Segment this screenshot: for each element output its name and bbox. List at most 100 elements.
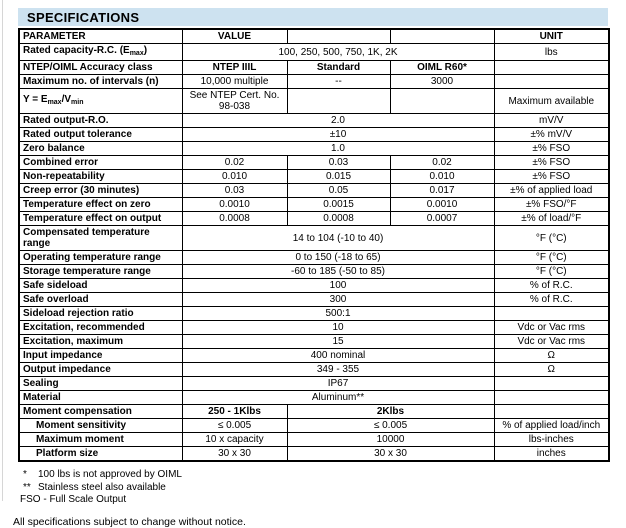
value-cell: 0.05 [286, 183, 391, 198]
unit-cell: inches [493, 446, 610, 462]
param-cell: Operating temperature range [18, 250, 183, 265]
unit-cell: Ω [493, 348, 610, 363]
column-header-empty-2 [389, 28, 495, 44]
param-cell: Sealing [18, 376, 183, 391]
param-cell: Creep error (30 minutes) [18, 183, 183, 198]
table-row: Input impedance 400 nominal Ω [18, 348, 610, 363]
spec-sheet-page: SPECIFICATIONS PARAMETER VALUE UNIT Rate… [13, 8, 610, 528]
param-cell: NTEP/OIML Accuracy class [18, 60, 183, 75]
param-cell: Moment compensation [18, 404, 183, 419]
param-cell: Compensated temperature range [18, 225, 183, 251]
value-cell: 3000 [389, 74, 495, 89]
unit-cell: ±% of load/°F [493, 211, 610, 226]
param-cell: Material [18, 390, 183, 405]
footnote-oiml: * 100 lbs is not approved by OIML [23, 469, 608, 482]
table-row: Y = Emax/Vmin See NTEP Cert. No. 98-038 Ma… [18, 88, 610, 114]
value-cell: 30 x 30 [286, 446, 495, 462]
table-row: Output impedance 349 - 355 Ω [18, 362, 610, 377]
value-cell: See NTEP Cert. No. 98-038 [181, 88, 288, 114]
unit-cell: °F (°C) [493, 264, 610, 279]
table-row: Operating temperature range 0 to 150 (-18… [18, 250, 610, 265]
param-cell: Non-repeatability [18, 169, 183, 184]
value-cell: 0.02 [181, 155, 288, 170]
param-cell: Safe overload [18, 292, 183, 307]
value-cell: 2Klbs [286, 404, 495, 419]
value-cell: 30 x 30 [181, 446, 288, 462]
param-cell: Temperature effect on zero [18, 197, 183, 212]
table-row: Creep error (30 minutes) 0.03 0.05 0.017 ±% … [18, 183, 610, 198]
value-cell: ≤ 0.005 [181, 418, 288, 433]
value-cell: 250 - 1Klbs [181, 404, 288, 419]
param-cell: Rated output tolerance [18, 127, 183, 142]
footnote-text: 100 lbs is not approved by OIML [38, 469, 182, 480]
table-row: Moment sensitivity ≤ 0.005 ≤ 0.005% of app… [18, 418, 610, 433]
value-cell: 0.0008 [181, 211, 288, 226]
page-edge-line [2, 0, 3, 501]
value-cell: 349 - 355 [181, 362, 495, 377]
unit-cell: °F (°C) [493, 225, 610, 251]
column-header-value: VALUE [181, 28, 288, 44]
table-row: Safe overload 300% of R.C. [18, 292, 610, 307]
value-cell: Aluminum** [181, 390, 495, 405]
unit-cell [493, 404, 610, 419]
unit-cell [493, 74, 610, 89]
param-cell: Moment sensitivity [18, 418, 183, 433]
unit-cell [493, 306, 610, 321]
param-cell: Rated output-R.O. [18, 113, 183, 128]
unit-cell: ±% FSO [493, 169, 610, 184]
unit-cell: ±% FSO [493, 155, 610, 170]
value-cell: 100, 250, 500, 750, 1K, 2K [181, 43, 495, 61]
unit-cell: % of R.C. [493, 278, 610, 293]
param-cell: Platform size [18, 446, 183, 462]
value-cell: OIML R60* [389, 60, 495, 75]
value-cell: 0.0010 [181, 197, 288, 212]
table-row: Zero balance 1.0 ±% FSO [18, 141, 610, 156]
param-cell: Excitation, recommended [18, 320, 183, 335]
unit-cell: lbs [493, 43, 610, 61]
value-cell: 0.010 [389, 169, 495, 184]
param-cell: Zero balance [18, 141, 183, 156]
section-title: SPECIFICATIONS [27, 9, 140, 25]
value-cell: 10 [181, 320, 495, 335]
unit-cell: mV/V [493, 113, 610, 128]
value-cell: 0.03 [286, 155, 391, 170]
value-cell: 0.0015 [286, 197, 391, 212]
param-cell: Output impedance [18, 362, 183, 377]
table-row: Temperature effect on output 0.0008 0.0008… [18, 211, 610, 226]
header-row: PARAMETER VALUE UNIT [18, 28, 610, 44]
param-cell: Sideload rejection ratio [18, 306, 183, 321]
footnote-stainless: ** Stainless steel also available [23, 482, 608, 495]
column-header-empty-1 [286, 28, 391, 44]
unit-cell: Vdc or Vac rms [493, 334, 610, 349]
param-cell: Maximum no. of intervals (n) [18, 74, 183, 89]
param-cell: Rated capacity-R.C. (Emax) [18, 43, 183, 61]
table-row: Excitation, recommended 10 Vdc or Vac rms [18, 320, 610, 335]
param-cell: Safe sideload [18, 278, 183, 293]
value-cell: 0.02 [389, 155, 495, 170]
value-cell: 0 to 150 (-18 to 65) [181, 250, 495, 265]
specifications-table: PARAMETER VALUE UNIT Rated capacity-R.C.… [18, 28, 610, 462]
unit-cell: ±% of applied load [493, 183, 610, 198]
table-row: Safe sideload 100% of R.C. [18, 278, 610, 293]
value-cell: 10000 [286, 432, 495, 447]
value-cell: 10 x capacity [181, 432, 288, 447]
table-row: Rated output-R.O. 2.0 mV/V [18, 113, 610, 128]
unit-cell [493, 60, 610, 75]
table-row: Moment compensation 250 - 1Klbs 2Klbs [18, 404, 610, 419]
table-row: Compensated temperature range 14 to 104 (… [18, 225, 610, 251]
param-cell: Temperature effect on output [18, 211, 183, 226]
value-cell: 400 nominal [181, 348, 495, 363]
unit-cell: Maximum available [493, 88, 610, 114]
table-row: Temperature effect on zero 0.0010 0.0015 0.… [18, 197, 610, 212]
param-cell: Excitation, maximum [18, 334, 183, 349]
param-cell: Storage temperature range [18, 264, 183, 279]
bottom-note: All specifications subject to change wit… [13, 515, 246, 528]
value-cell: Standard [286, 60, 391, 75]
param-cell: Maximum moment [18, 432, 183, 447]
footnote-text: Stainless steel also available [38, 481, 166, 493]
value-cell [389, 88, 495, 114]
table-row: Rated capacity-R.C. (Emax) 100, 250, 500,… [18, 43, 610, 61]
value-cell: 0.0008 [286, 211, 391, 226]
value-cell: 100 [181, 278, 495, 293]
table-row: Maximum moment 10 x capacity 10000 lbs-inch… [18, 432, 610, 447]
